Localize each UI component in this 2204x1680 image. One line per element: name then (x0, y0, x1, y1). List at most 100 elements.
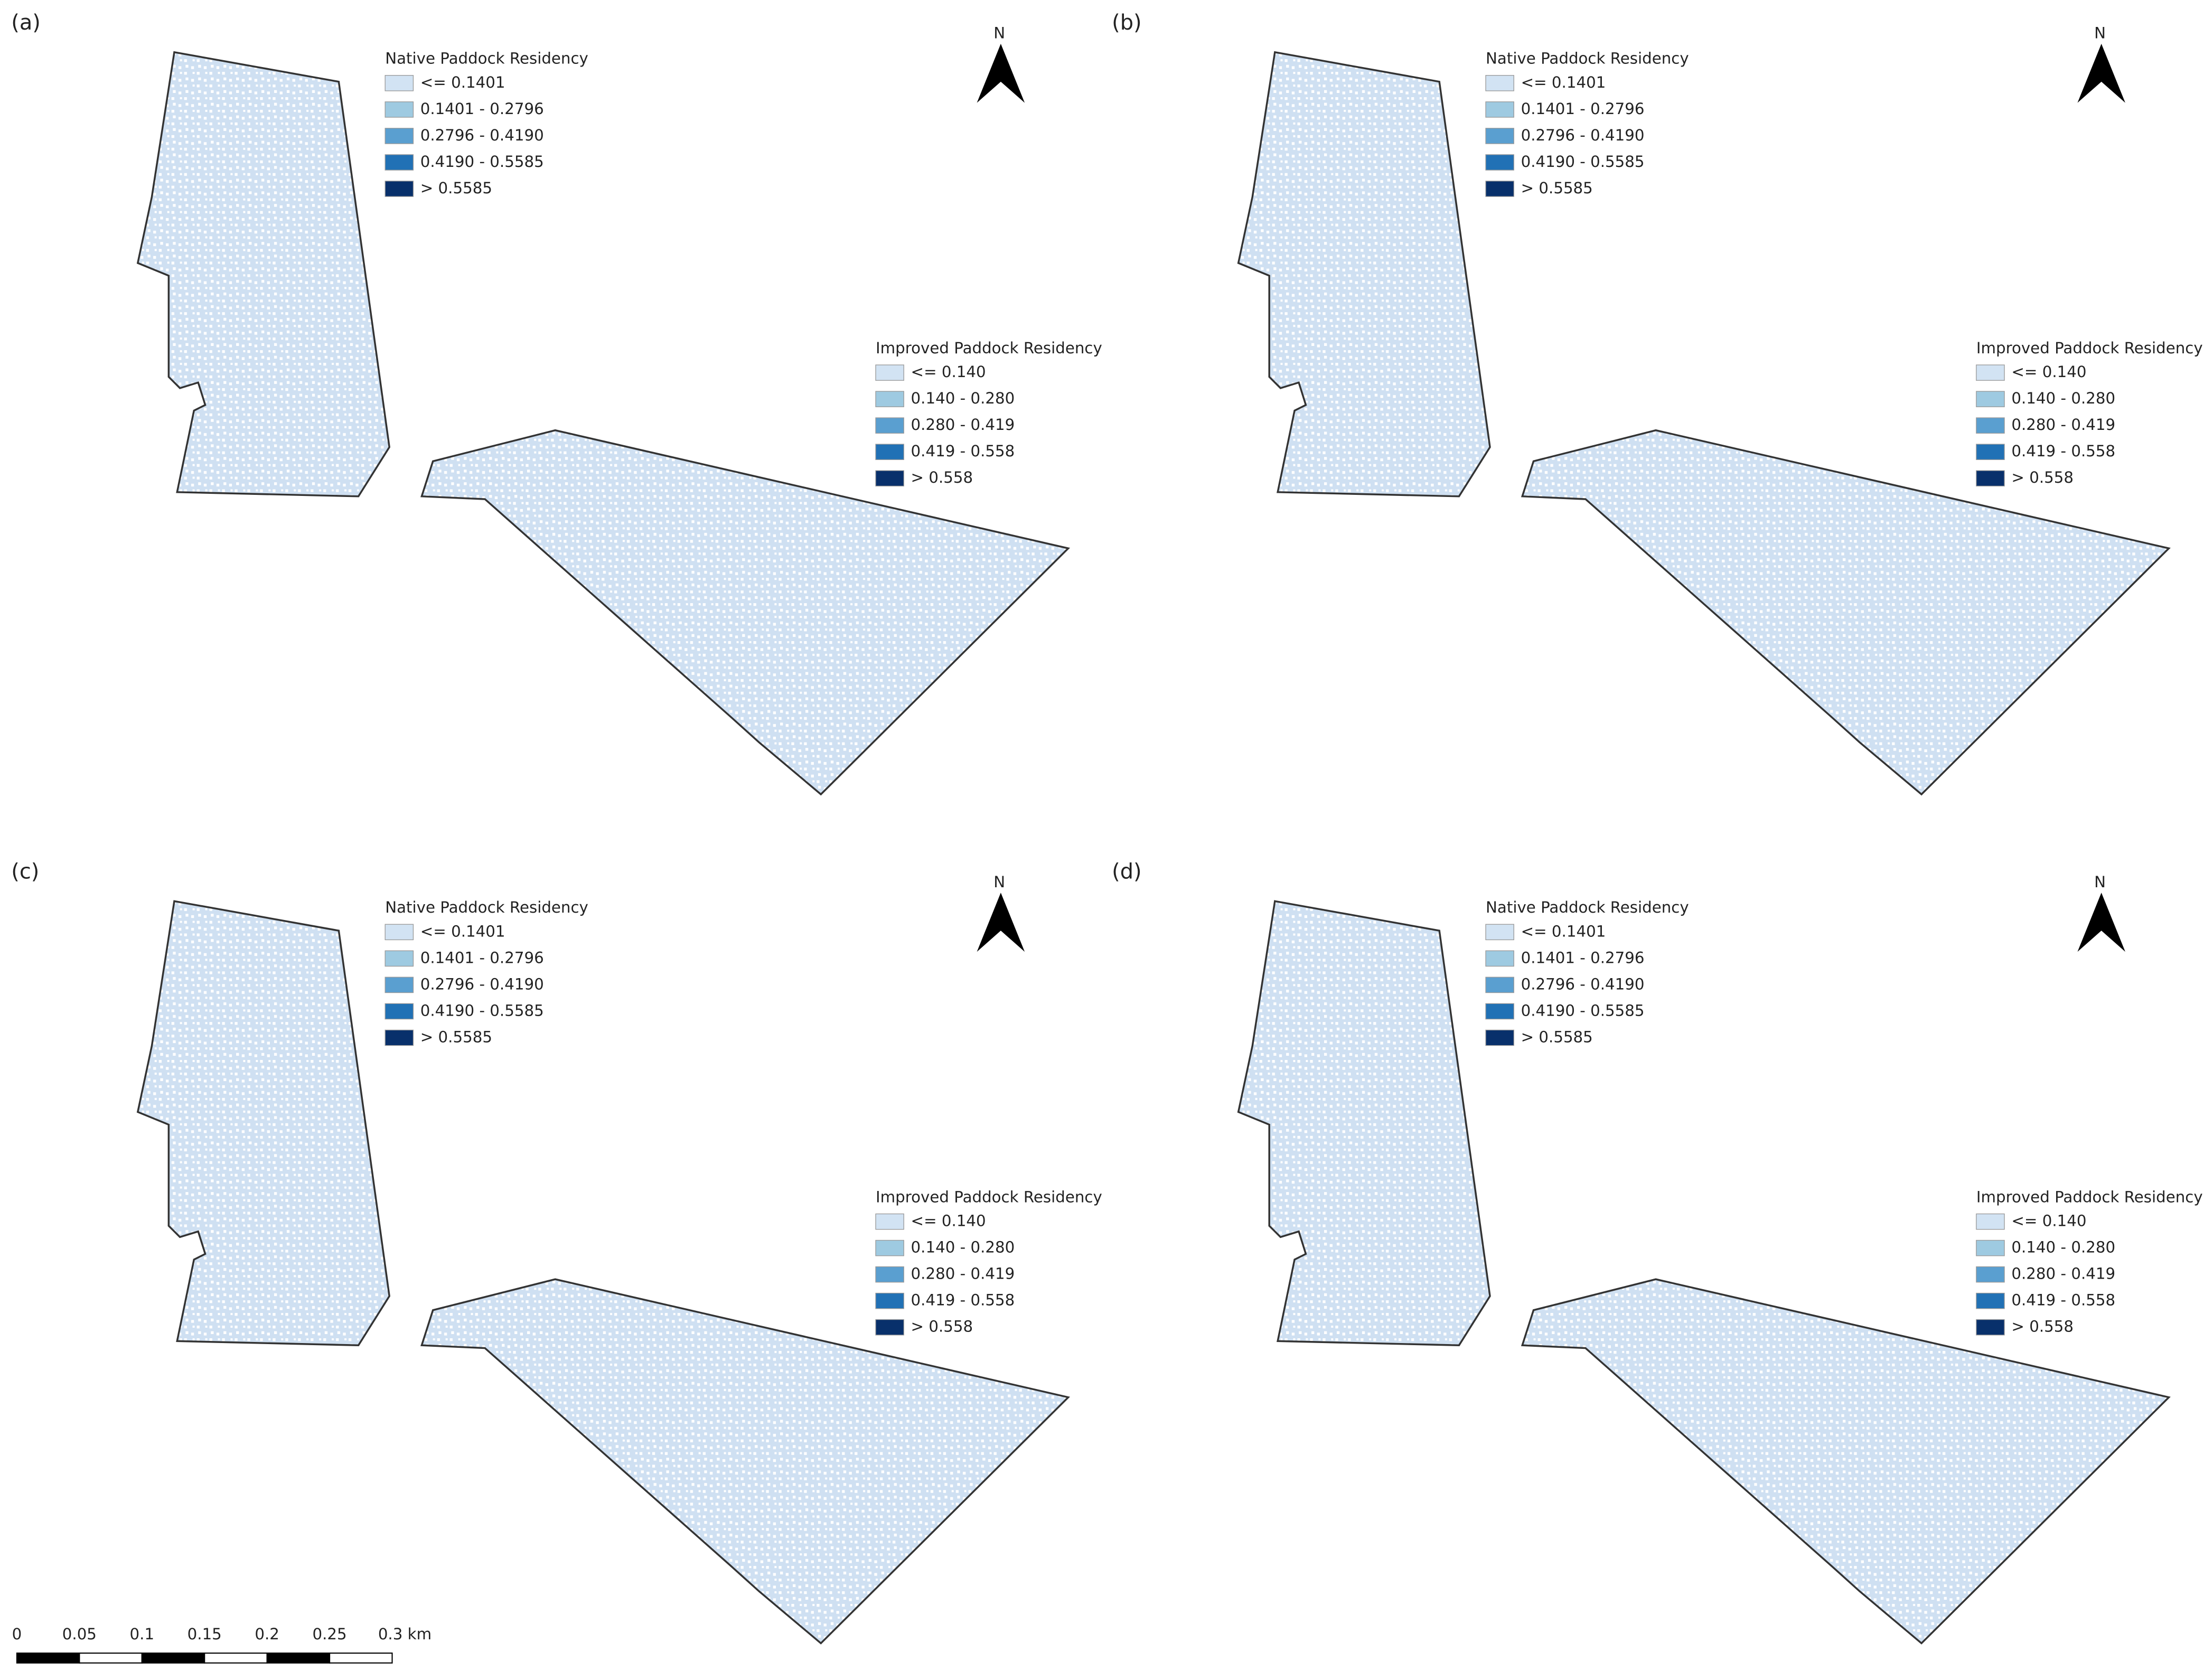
legend-swatch (875, 470, 904, 487)
legend-swatch (384, 950, 414, 967)
legend-label: 0.1401 - 0.2796 (1521, 100, 1645, 118)
north-label: N (993, 873, 1005, 891)
map-panel: (a) N Native Paddock Residency <= 0.1401 0.1… (11, 11, 1102, 796)
legend-label: > 0.558 (2011, 468, 2074, 486)
legend-swatch (875, 1266, 904, 1283)
legend-label: <= 0.1401 (420, 922, 505, 940)
legend-swatch (1976, 444, 2005, 461)
panel-label: (a) (11, 11, 41, 35)
scale-label: 0.2 (255, 1625, 279, 1643)
legend-swatch (1976, 417, 2005, 434)
legend-label: 0.2796 - 0.4190 (1521, 975, 1645, 993)
legend-label: 0.280 - 0.419 (2011, 1265, 2115, 1283)
legend-label: <= 0.1401 (420, 73, 505, 91)
legend-label: 0.4190 - 0.5585 (1521, 153, 1645, 171)
legend-label: <= 0.140 (911, 1212, 986, 1230)
legend-swatch (384, 154, 414, 171)
legend-label: > 0.5585 (420, 179, 492, 197)
legend-swatch (875, 364, 904, 381)
panel-label: (c) (11, 860, 39, 884)
legend-swatch (384, 924, 414, 941)
legend-swatch (384, 101, 414, 118)
legend-label: > 0.5585 (420, 1028, 492, 1046)
legend-label: 0.280 - 0.419 (911, 1265, 1015, 1283)
map-panel: (c) N Native Paddock Residency <= 0.1401 0.1… (11, 860, 1102, 1645)
legend-swatch (1976, 1266, 2005, 1283)
improved-paddock (1521, 1278, 2171, 1645)
legend-label: 0.140 - 0.280 (911, 389, 1015, 407)
legend-swatch (1485, 1003, 1514, 1020)
legend-swatch (875, 1319, 904, 1336)
legend-title: Native Paddock Residency (1486, 50, 1689, 68)
native-paddock (136, 900, 390, 1347)
north-arrow (977, 43, 1025, 103)
panel-label: (d) (1112, 860, 1141, 884)
legend-swatch (1485, 75, 1514, 91)
legend-label: 0.419 - 0.558 (2011, 1291, 2115, 1309)
legend-swatch (1485, 128, 1514, 144)
legend-label: 0.419 - 0.558 (911, 442, 1015, 460)
legend-swatch (875, 1213, 904, 1230)
legend-label: 0.140 - 0.280 (2011, 389, 2115, 407)
legend-label: <= 0.140 (2011, 1212, 2086, 1230)
map-panel: (d) N Native Paddock Residency <= 0.1401 0.1… (1112, 860, 2203, 1645)
legend-swatch (1485, 101, 1514, 118)
scale-segment (141, 1653, 205, 1664)
native-paddock (1237, 51, 1491, 498)
legend-swatch (1485, 181, 1514, 197)
north-label: N (2094, 873, 2106, 891)
legend-label: 0.2796 - 0.4190 (420, 975, 544, 993)
improved-paddock (1521, 429, 2171, 796)
legend-label: 0.4190 - 0.5585 (420, 153, 544, 171)
legend-swatch (1976, 1213, 2005, 1230)
legend-swatch (1976, 391, 2005, 407)
north-label: N (2094, 24, 2106, 42)
legend-swatch (1485, 950, 1514, 967)
legend-swatch (1976, 1292, 2005, 1309)
scale-label: 0.25 (313, 1625, 347, 1643)
legend-label: 0.280 - 0.419 (911, 416, 1015, 434)
scale-segment (204, 1653, 268, 1664)
legend-label: 0.280 - 0.419 (2011, 416, 2115, 434)
scale-segment (329, 1653, 393, 1664)
legend-label: > 0.5585 (1521, 1028, 1593, 1046)
improved-paddock (420, 429, 1071, 796)
legend-label: 0.140 - 0.280 (2011, 1238, 2115, 1256)
scale-label: 0.15 (187, 1625, 222, 1643)
legend-label: <= 0.140 (911, 363, 986, 381)
legend-label: > 0.558 (2011, 1318, 2074, 1336)
improved-paddock (420, 1278, 1071, 1645)
legend-swatch (384, 181, 414, 197)
legend-swatch (1976, 1240, 2005, 1256)
legend-label: <= 0.140 (2011, 363, 2086, 381)
legend-title: Improved Paddock Residency (1976, 339, 2203, 357)
legend-swatch (1976, 1319, 2005, 1336)
north-arrow (2077, 893, 2125, 952)
legend-label: 0.1401 - 0.2796 (1521, 949, 1645, 966)
scale-label: 0.05 (62, 1625, 97, 1643)
legend-swatch (384, 1029, 414, 1046)
legend-label: > 0.558 (911, 468, 973, 486)
scale-label: 0.1 (130, 1625, 155, 1643)
legend-swatch (875, 417, 904, 434)
scale-segment (266, 1653, 331, 1664)
legend-title: Native Paddock Residency (1486, 898, 1689, 916)
legend-swatch (384, 75, 414, 91)
legend-label: 0.1401 - 0.2796 (420, 100, 544, 118)
legend-title: Native Paddock Residency (385, 898, 588, 916)
legend-swatch (1485, 977, 1514, 993)
map-panel: (b) N Native Paddock Residency <= 0.1401 0.1… (1112, 11, 2203, 796)
legend-label: 0.1401 - 0.2796 (420, 949, 544, 966)
legend-swatch (1485, 1029, 1514, 1046)
north-arrow (2077, 43, 2125, 103)
legend-label: <= 0.1401 (1521, 922, 1606, 940)
legend-swatch (1485, 154, 1514, 171)
scale-segment (79, 1653, 143, 1664)
legend-title: Improved Paddock Residency (1976, 1188, 2203, 1206)
legend-label: > 0.5585 (1521, 179, 1593, 197)
legend-label: 0.2796 - 0.4190 (420, 126, 544, 144)
north-label: N (993, 24, 1005, 42)
scale-bar: 0 0.05 0.1 0.15 0.2 0.25 0.3 km (12, 1625, 432, 1664)
legend-label: 0.419 - 0.558 (911, 1291, 1015, 1309)
